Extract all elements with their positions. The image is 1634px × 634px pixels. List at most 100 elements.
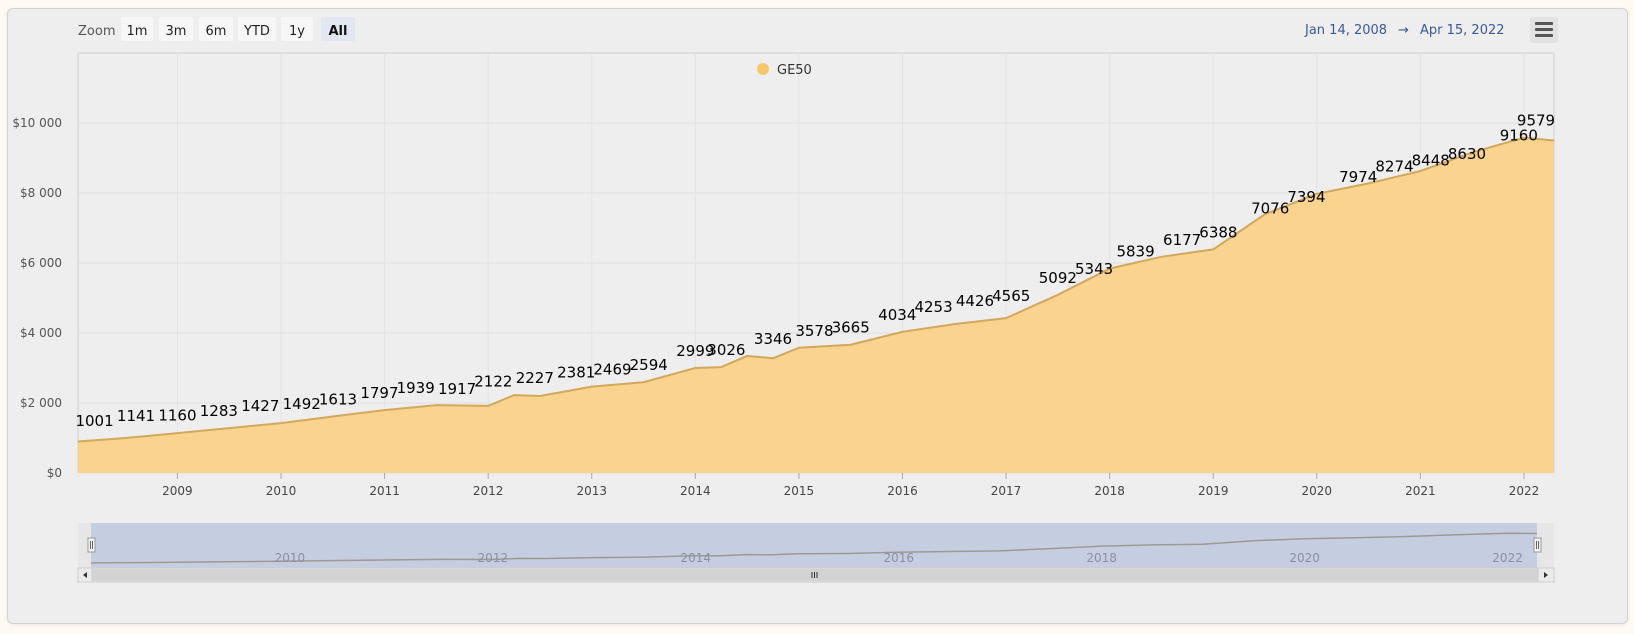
navigator-tick-label: 2020 (1289, 551, 1320, 565)
zoom-button-label: All (329, 24, 348, 39)
data-label: 1427 (241, 397, 279, 415)
zoom-button-3m[interactable]: 3m (159, 17, 193, 41)
navigator-axis: 2010 2012 2014 2016 2018 2020 2022 (275, 551, 1523, 565)
y-tick-label: $8 000 (20, 186, 62, 200)
chart-container: Zoom 1m 3m 6m YTD 1y All Jan 14, 2008 → Apr 1… (7, 8, 1628, 624)
data-label: 1141 (117, 407, 155, 425)
data-label: 1939 (397, 379, 435, 397)
zoom-buttons: 1m 3m 6m YTD 1y All (121, 17, 355, 41)
navigator-tick-label: 2018 (1086, 551, 1117, 565)
zoom-button-1m[interactable]: 1m (121, 17, 153, 41)
zoom-button-1y[interactable]: 1y (281, 17, 313, 41)
data-label: 5839 (1116, 243, 1154, 261)
scroll-left-button[interactable] (77, 567, 93, 583)
y-axis: $0 $2 000 $4 000 $6 000 $8 000 $10 000 (12, 116, 62, 480)
zoom-button-6m[interactable]: 6m (199, 17, 233, 41)
x-tick-label: 2021 (1405, 484, 1436, 498)
y-tick-label: $2 000 (20, 396, 62, 410)
hamburger-menu-icon[interactable] (1530, 17, 1558, 43)
data-label: 6177 (1163, 231, 1201, 249)
x-tick-label: 2022 (1509, 484, 1540, 498)
y-tick-label: $6 000 (20, 256, 62, 270)
scroll-right-button[interactable] (1537, 567, 1555, 583)
y-tick-label: $10 000 (12, 116, 62, 130)
data-label: 9579 (1517, 112, 1555, 130)
navigator-tick-label: 2014 (681, 551, 712, 565)
data-label: 1797 (360, 384, 398, 402)
data-label: 2469 (593, 361, 631, 379)
x-tick-label: 2017 (991, 484, 1022, 498)
data-label: 1001 (75, 412, 113, 430)
data-label: 7974 (1339, 168, 1377, 186)
data-label: 8630 (1448, 145, 1486, 163)
navigator-right-handle[interactable] (1533, 537, 1542, 553)
data-label: 4565 (992, 287, 1030, 305)
data-label: 2122 (474, 373, 512, 391)
x-tick-label: 2011 (369, 484, 400, 498)
x-tick-label: 2009 (162, 484, 193, 498)
scrollbar[interactable] (77, 567, 1555, 583)
navigator-series-line (90, 532, 1538, 564)
data-label: 1283 (200, 402, 238, 420)
data-label: 4426 (956, 292, 994, 310)
x-tick-label: 2018 (1094, 484, 1125, 498)
x-tick-label: 2019 (1198, 484, 1229, 498)
range-to-date[interactable]: Apr 15, 2022 (1420, 23, 1505, 38)
scrollbar-grip-icon (811, 572, 818, 578)
y-tick-label: $4 000 (20, 326, 62, 340)
data-label: 3346 (754, 330, 792, 348)
zoom-label: Zoom (78, 24, 115, 39)
navigator-tick-label: 2012 (478, 551, 509, 565)
data-label: 6388 (1199, 223, 1237, 241)
data-label: 3578 (795, 322, 833, 340)
zoom-button-label: 3m (166, 24, 187, 39)
data-label: 3026 (707, 341, 745, 359)
x-tick-label: 2010 (266, 484, 297, 498)
data-label: 1613 (319, 391, 357, 409)
data-label: 7394 (1287, 188, 1325, 206)
data-label: 1160 (158, 406, 196, 424)
data-label: 5343 (1075, 260, 1113, 278)
navigator[interactable]: 2010 2012 2014 2016 2018 2020 2022 (78, 523, 1554, 568)
legend-label: GE50 (777, 63, 812, 78)
x-tick-label: 2020 (1302, 484, 1333, 498)
data-label: 2594 (630, 356, 668, 374)
data-label: 3665 (832, 319, 870, 337)
data-label: 8274 (1375, 157, 1413, 175)
data-label: 4253 (914, 298, 952, 316)
area-line (77, 136, 1555, 443)
data-label: 8448 (1412, 151, 1450, 169)
legend-marker (757, 63, 769, 75)
zoom-button-label: 1y (289, 24, 305, 39)
zoom-button-label: 6m (206, 24, 227, 39)
data-label: 4034 (878, 306, 916, 324)
legend-item[interactable]: GE50 (757, 63, 812, 78)
x-tick-label: 2016 (887, 484, 918, 498)
navigator-tick-label: 2016 (883, 551, 914, 565)
range-from-date[interactable]: Jan 14, 2008 (1304, 23, 1387, 38)
zoom-button-ytd[interactable]: YTD (238, 17, 276, 41)
data-label: 5092 (1039, 269, 1077, 287)
data-label: 2227 (516, 369, 554, 387)
data-label: 9160 (1500, 126, 1538, 144)
zoom-button-all[interactable]: All (321, 17, 355, 41)
zoom-button-label: 1m (127, 24, 148, 39)
y-tick-label: $0 (47, 466, 62, 480)
data-label: 2381 (557, 364, 595, 382)
area-series (77, 136, 1555, 473)
zoom-button-label: YTD (243, 24, 270, 39)
navigator-tick-label: 2010 (275, 551, 306, 565)
data-label: 1492 (283, 395, 321, 413)
range-arrow: → (1398, 23, 1409, 38)
data-label: 1917 (438, 380, 476, 398)
stock-chart: Zoom 1m 3m 6m YTD 1y All Jan 14, 2008 → Apr 1… (12, 17, 1558, 583)
x-tick-label: 2014 (680, 484, 711, 498)
data-label: 7076 (1251, 199, 1289, 217)
navigator-tick-label: 2022 (1492, 551, 1523, 565)
data-label: 2999 (676, 342, 714, 360)
x-tick-label: 2012 (473, 484, 504, 498)
x-axis: 2009 2010 2011 2012 2013 2014 2015 2016 2017 2018… (162, 473, 1539, 498)
navigator-left-handle[interactable] (87, 537, 96, 553)
area-fill (78, 137, 1554, 473)
